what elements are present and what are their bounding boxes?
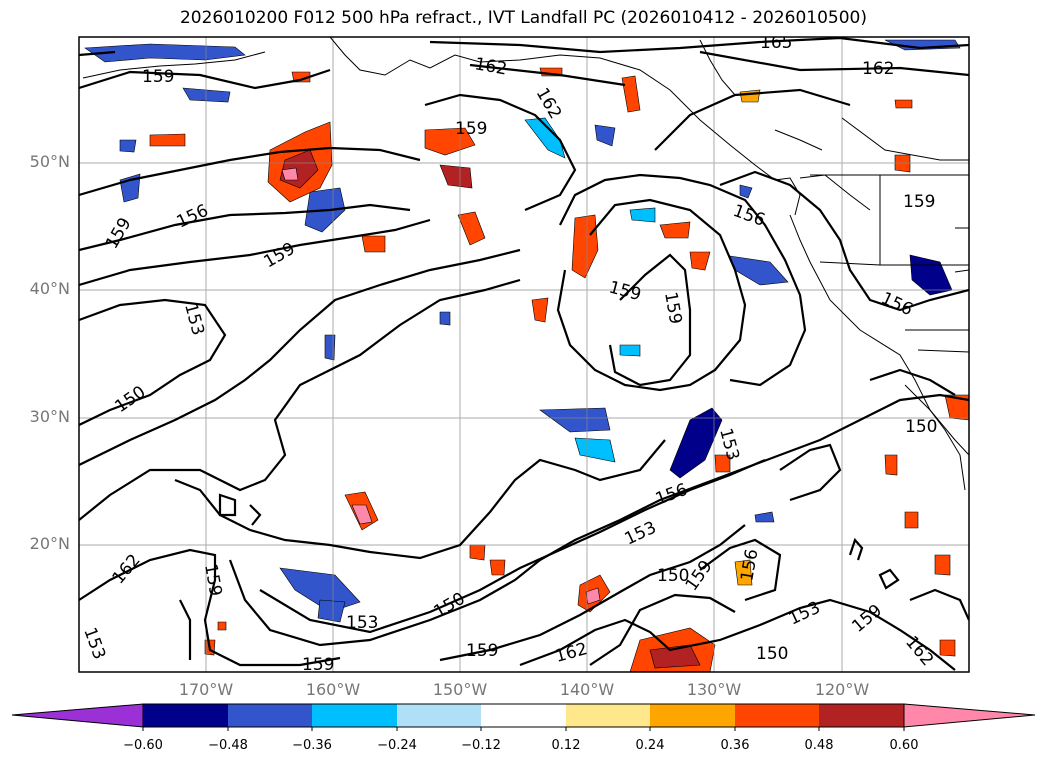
lon-label: 160°W xyxy=(305,680,361,699)
colorbar-tick-label: −0.12 xyxy=(461,738,501,753)
contour-label: 165 xyxy=(760,33,792,53)
ivt-pc-shading xyxy=(84,39,969,672)
lon-label: 140°W xyxy=(559,680,615,699)
refractivity-contours xyxy=(79,37,969,671)
colorbar xyxy=(11,703,1036,731)
colorbar-tick-label: 0.60 xyxy=(889,738,919,753)
colorbar-tick-label: −0.24 xyxy=(377,738,417,753)
colorbar-bin xyxy=(397,704,481,727)
lon-label: 120°W xyxy=(814,680,870,699)
contour-label: 150 xyxy=(657,566,689,586)
lon-label: 150°W xyxy=(432,680,488,699)
colorbar-bin xyxy=(566,704,650,727)
colorbar-tick-label: 0.48 xyxy=(804,738,834,753)
colorbar-tick-label: −0.60 xyxy=(123,738,163,753)
map-title: 2026010200 F012 500 hPa refract., IVT La… xyxy=(179,8,867,28)
graticule xyxy=(79,37,969,672)
contour-label: 153 xyxy=(346,613,378,633)
colorbar-tick-label: 0.36 xyxy=(720,738,750,753)
lat-label: 20°N xyxy=(29,534,70,553)
contour-label: 162 xyxy=(862,59,894,79)
lat-label: 50°N xyxy=(29,152,70,171)
contour-label: 150 xyxy=(756,644,788,664)
map-plot-area: 165 162 162 159 162 159 156 159 156 159 … xyxy=(79,33,969,675)
contour-label: 159 xyxy=(302,655,334,675)
colorbar-tick-label: −0.36 xyxy=(292,738,332,753)
contour-label: 159 xyxy=(903,192,935,212)
colorbar-bin xyxy=(481,704,566,727)
colorbar-tick-label: −0.48 xyxy=(208,738,248,753)
colorbar-bin xyxy=(312,704,397,727)
map-frame xyxy=(78,36,970,673)
colorbar-bin xyxy=(735,704,819,727)
colorbar-bin xyxy=(143,704,228,727)
colorbar-extend-low xyxy=(11,703,144,728)
contour-label: 159 xyxy=(142,67,174,87)
colorbar-extend-high xyxy=(903,703,1036,728)
contour-label: 159 xyxy=(455,119,487,139)
colorbar-bin xyxy=(650,704,735,727)
colorbar-tick-label: 0.24 xyxy=(635,738,665,753)
colorbar-tick-label: 0.12 xyxy=(551,738,581,753)
lat-label: 40°N xyxy=(29,279,70,298)
contour-label: 150 xyxy=(905,417,937,437)
colorbar-bin xyxy=(819,704,904,727)
lon-label: 170°W xyxy=(178,680,234,699)
contour-label: 159 xyxy=(466,641,498,661)
lat-label: 30°N xyxy=(29,407,70,426)
lon-label: 130°W xyxy=(686,680,742,699)
colorbar-bin xyxy=(228,704,312,727)
